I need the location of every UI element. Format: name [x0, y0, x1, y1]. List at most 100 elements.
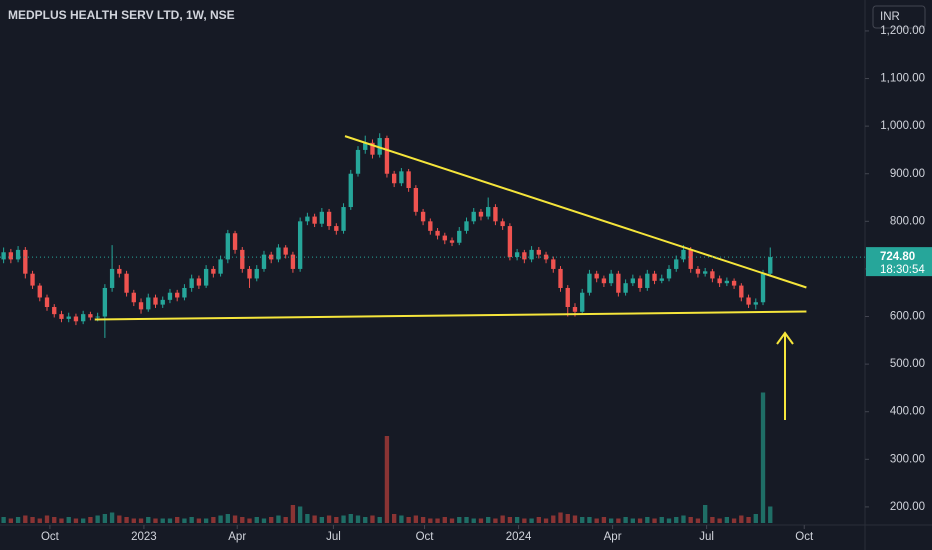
volume-bar	[160, 518, 165, 523]
volume-bar	[167, 518, 173, 523]
volume-bar	[558, 512, 563, 523]
volume-bar	[334, 517, 339, 523]
volume-bar	[486, 517, 491, 523]
volume-bar	[15, 517, 21, 523]
volume-bar	[731, 518, 737, 523]
candle-body	[153, 297, 158, 305]
candle-body	[652, 273, 657, 281]
volume-bar	[717, 518, 722, 523]
candle-body	[370, 142, 375, 155]
x-tick-label: 2023	[131, 531, 157, 543]
volume-bar	[146, 517, 151, 523]
candle-body	[319, 211, 325, 224]
candle-body	[1, 252, 6, 260]
volume-bar	[746, 517, 751, 523]
volume-bar	[442, 517, 447, 523]
candle-body	[507, 226, 513, 258]
candle-body	[81, 314, 86, 322]
candle-body	[73, 316, 79, 322]
volume-bar	[355, 515, 361, 523]
y-tick-label: 400.00	[890, 406, 925, 418]
volume-bar	[124, 517, 129, 523]
candle-body	[269, 254, 274, 260]
trendline	[344, 135, 807, 289]
candle-body	[608, 273, 614, 284]
volume-bar	[500, 515, 505, 523]
candle-body	[124, 273, 129, 293]
candle-body	[254, 268, 259, 279]
x-tick-label: Oct	[795, 531, 814, 543]
volume-bar	[341, 515, 346, 523]
volume-bar	[384, 436, 390, 523]
candle-body	[66, 316, 71, 319]
volume-bar	[225, 514, 230, 523]
x-tick-label: Oct	[41, 531, 60, 543]
volume-bar	[290, 505, 296, 523]
candle-body	[420, 211, 426, 222]
volume-bar	[88, 517, 93, 523]
candle-body	[211, 268, 216, 274]
volume-bar	[695, 518, 701, 523]
y-tick-label: 600.00	[890, 311, 925, 323]
candle-body	[30, 273, 35, 286]
volume-bar	[153, 518, 158, 523]
volume-bar	[507, 517, 513, 523]
candle-body	[23, 249, 28, 274]
volume-bar	[413, 515, 419, 523]
candle-body	[196, 278, 202, 286]
y-tick-label: 500.00	[890, 358, 925, 370]
candle-body	[681, 249, 686, 260]
candle-body	[710, 271, 715, 279]
x-tick-label: 2024	[506, 531, 532, 543]
candle-body	[399, 171, 404, 184]
y-tick-label: 1,000.00	[880, 120, 925, 132]
volume-bar	[131, 518, 136, 523]
candle-body	[428, 221, 433, 231]
volume-bar	[218, 515, 223, 523]
chart-title: MEDPLUS HEALTH SERV LTD, 1W, NSE	[8, 8, 235, 22]
volume-bar	[702, 505, 708, 523]
candle-body	[623, 283, 628, 293]
volume-bar	[8, 518, 14, 523]
volume-bar	[102, 514, 108, 523]
volume-bar	[464, 517, 469, 523]
volume-bar	[326, 515, 332, 523]
volume-bar	[254, 517, 259, 523]
x-tick-label: Apr	[228, 531, 246, 543]
candle-body	[305, 216, 310, 222]
volume-bar	[377, 517, 382, 523]
volume-bar	[471, 518, 476, 523]
arrow-annotation	[776, 331, 794, 420]
volume-bar	[1, 517, 6, 523]
candle-body	[312, 216, 317, 224]
candle-body	[478, 211, 484, 217]
y-tick-label: 900.00	[890, 168, 925, 180]
candle-body	[702, 271, 708, 274]
candle-body	[326, 211, 332, 227]
candle-body	[261, 254, 267, 269]
candle-body	[131, 292, 136, 303]
candle-body	[695, 268, 701, 274]
volume-bar	[23, 515, 28, 523]
volume-bar	[616, 518, 621, 523]
y-tick-label: 1,200.00	[880, 25, 925, 37]
volume-bar	[659, 517, 664, 523]
volume-bar	[406, 517, 411, 523]
currency-button[interactable]	[872, 5, 926, 29]
candle-body	[449, 240, 455, 243]
candle-body	[558, 268, 563, 288]
volume-bar	[449, 518, 455, 523]
y-tick-label: 1,100.00	[880, 73, 925, 85]
candle-body	[240, 249, 245, 269]
candle-body	[565, 287, 570, 308]
volume-bar	[247, 518, 252, 523]
currency-label[interactable]: INR	[880, 11, 900, 23]
candle-body	[37, 285, 42, 298]
candle-body	[514, 252, 520, 258]
volume-bar	[81, 518, 86, 523]
volume-bar	[630, 518, 636, 523]
volume-bar	[348, 514, 353, 523]
candle-body	[753, 302, 758, 305]
candle-body	[138, 302, 144, 310]
volume-bar	[117, 515, 122, 523]
